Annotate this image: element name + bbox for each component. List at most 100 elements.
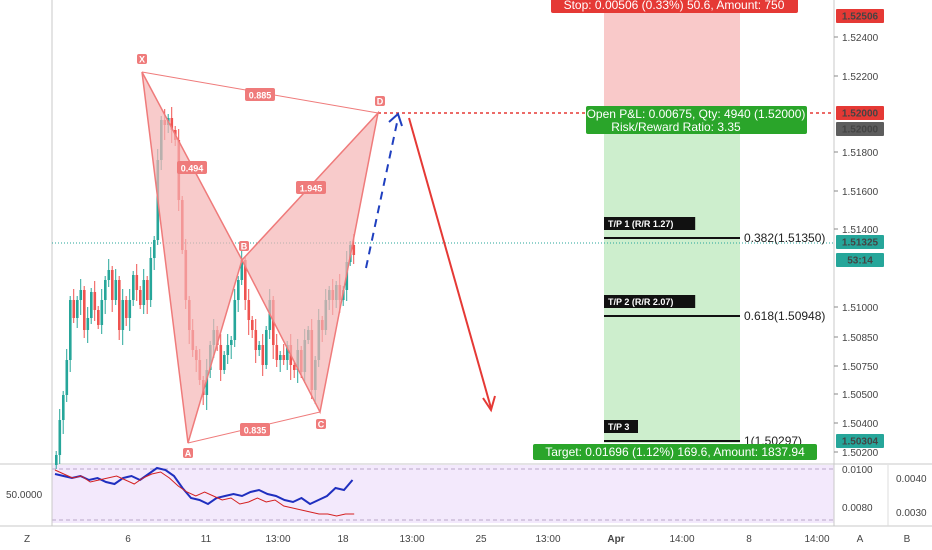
price-badge-bg — [836, 106, 884, 120]
target-label: Target: 0.01696 (1.12%) 169.6, Amount: 1… — [545, 445, 805, 459]
candle-body — [293, 365, 296, 370]
tp-tag-3: T/P 3 — [608, 422, 629, 432]
ratio-label: 0.494 — [181, 164, 204, 174]
rsi-right-tick-label: 0.0040 — [896, 474, 927, 485]
pattern-point-b: B — [241, 242, 248, 252]
pattern-point-x-marker[interactable] — [137, 54, 147, 64]
tp-level-label-1: 0.382(1.51350) — [744, 231, 825, 245]
rsi-pane[interactable] — [52, 465, 834, 523]
pattern-point-b-marker[interactable] — [239, 241, 249, 251]
candle-body — [226, 345, 230, 355]
rsi-right-tick-label: 0.0030 — [896, 508, 927, 519]
candle-body — [65, 360, 69, 395]
price-tick-label: 1.52200 — [842, 72, 879, 83]
time-axis[interactable]: 6 11 13:00 18 13:00 25 13:00 Apr 14:00 8 14:00 — [125, 534, 830, 545]
candle-body — [128, 300, 132, 318]
pattern-point-c: C — [318, 420, 325, 430]
projection-down-arrow[interactable] — [408, 117, 492, 409]
pattern-point-a-marker[interactable] — [183, 448, 193, 458]
stop-label: Stop: 0.00506 (0.33%) 50.6, Amount: 750 — [564, 0, 785, 12]
stop-label-bg — [551, 0, 798, 13]
pattern-point-d-marker[interactable] — [375, 96, 385, 106]
rsi-axis[interactable]: 50.0000 0.0100 0.0080 0.0040 0.0030 — [6, 465, 927, 526]
time-tick-label: 11 — [201, 534, 212, 545]
axis-button-a[interactable]: A — [857, 534, 864, 545]
candle-body — [170, 118, 174, 130]
candle-body — [118, 280, 121, 330]
price-badge-bg — [836, 434, 884, 448]
time-tick-label: 18 — [337, 534, 349, 545]
time-tick-label: 14:00 — [804, 534, 829, 545]
candle-body — [261, 345, 265, 365]
risk-zone[interactable] — [604, 0, 740, 113]
candle-body — [139, 290, 142, 305]
candle-body — [279, 355, 282, 360]
candle-body — [240, 260, 244, 280]
time-tick-label: 14:00 — [669, 534, 694, 545]
price-tick-label: 1.51800 — [842, 148, 879, 159]
price-tick-label: 1.52400 — [842, 33, 879, 44]
ratio-label: 1.945 — [300, 184, 323, 194]
tp-level-label-2: 0.618(1.50948) — [744, 309, 825, 323]
harmonic-pattern[interactable]: X A B C D 0.885 0.494 1.945 0.835 — [137, 54, 385, 459]
price-badge: 1.52000 — [842, 125, 879, 136]
projection-up-arrowhead — [388, 112, 403, 127]
candle-body — [104, 280, 107, 300]
price-tick-label: 1.51000 — [842, 303, 879, 314]
price-badge: 53:14 — [847, 256, 873, 267]
price-badge: 1.51325 — [842, 238, 879, 249]
tp-tag-bg-1 — [604, 217, 696, 230]
tp-tag-bg-2 — [604, 295, 696, 308]
ratio-badge — [240, 423, 270, 436]
candle-body — [219, 345, 223, 370]
projection-up-dashed[interactable] — [365, 117, 399, 269]
candle-body — [282, 355, 286, 360]
target-label-bg — [533, 444, 817, 460]
candle-body — [230, 340, 233, 345]
trade-labels[interactable]: Stop: 0.00506 (0.33%) 50.6, Amount: 750 O… — [533, 0, 817, 460]
price-tick-label: 1.50400 — [842, 419, 879, 430]
time-tick-label: 13:00 — [399, 534, 424, 545]
candle-body — [142, 280, 146, 305]
candle-body — [275, 345, 279, 360]
price-badge: 1.50304 — [842, 437, 879, 448]
rsi-line-secondary — [54, 469, 355, 517]
ratio-label: 0.885 — [249, 91, 272, 101]
candle-body — [114, 280, 118, 300]
tp-tag-bg-3 — [604, 420, 638, 433]
candle-body — [97, 310, 100, 325]
axis-button-b[interactable]: B — [904, 534, 911, 545]
candle-body — [251, 320, 254, 330]
price-badge: 1.52000 — [842, 109, 879, 120]
price-tick-label: 1.50200 — [842, 448, 879, 459]
pattern-point-c-marker[interactable] — [316, 419, 326, 429]
candle-body — [69, 300, 72, 360]
projection-down-arrowhead — [482, 395, 496, 413]
pattern-point-a: A — [185, 449, 192, 459]
candle-body — [233, 300, 237, 340]
candle-body — [132, 275, 135, 300]
candle-body — [58, 420, 62, 455]
price-axis[interactable]: 1.52400 1.52200 1.51800 1.51600 1.51400 1.510… — [834, 9, 884, 459]
candle-body — [79, 290, 83, 300]
price-badge-bg — [836, 9, 884, 23]
price-tick-label: 1.50850 — [842, 333, 879, 344]
axis-button-z[interactable]: Z — [24, 534, 30, 545]
candle-body — [90, 292, 93, 318]
candle-body — [247, 300, 251, 320]
candle-body — [146, 280, 149, 300]
candle-body — [352, 245, 356, 255]
rsi-line-primary — [54, 466, 354, 506]
candle-body — [125, 300, 128, 318]
candle-body — [100, 300, 104, 325]
price-tick-label: 1.50750 — [842, 362, 879, 373]
price-tick-label: 1.51600 — [842, 187, 879, 198]
candle-body — [107, 270, 111, 280]
reward-zone[interactable] — [604, 113, 740, 443]
tp-tag-2: T/P 2 (R/R 2.07) — [608, 297, 673, 307]
time-tick-label: Apr — [607, 534, 624, 545]
ratio-badge — [177, 161, 207, 174]
candle-body — [286, 345, 289, 360]
